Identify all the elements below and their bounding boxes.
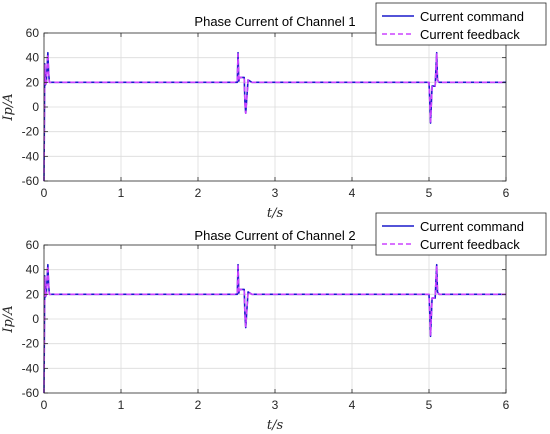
y-tick-label: 40 bbox=[26, 263, 40, 277]
x-tick-label: 1 bbox=[118, 398, 125, 412]
y-tick-label: 20 bbox=[26, 287, 40, 301]
y-tick-label: 60 bbox=[26, 26, 40, 40]
legend-label: Current command bbox=[420, 9, 524, 24]
legend-box bbox=[375, 2, 547, 46]
legend: Current command Current feedback bbox=[375, 2, 547, 46]
x-tick-label: 1 bbox=[118, 186, 125, 200]
series-line-command bbox=[43, 263, 506, 394]
chart-title: Phase Current of Channel 1 bbox=[194, 14, 355, 29]
legend-label: Current feedback bbox=[420, 27, 520, 42]
y-tick-label: 60 bbox=[26, 238, 40, 252]
x-tick-label: 6 bbox=[503, 398, 510, 412]
y-tick-label: -20 bbox=[22, 337, 40, 351]
legend-box bbox=[375, 212, 547, 256]
x-tick-label: 4 bbox=[349, 398, 356, 412]
x-tick-label: 4 bbox=[349, 186, 356, 200]
y-tick-label: 40 bbox=[26, 51, 40, 65]
y-tick-label: 20 bbox=[26, 75, 40, 89]
x-tick-label: 5 bbox=[426, 398, 433, 412]
x-tick-label: 0 bbox=[41, 186, 48, 200]
x-tick-label: 5 bbox=[426, 186, 433, 200]
x-axis-label: t/s bbox=[267, 418, 284, 433]
chart-panel-channel-1: 0 1 2 3 4 5 6 -60 -40 -20 0 20 40 60 Phase Current of … bbox=[1, 2, 547, 221]
legend: Current command Current feedback bbox=[375, 212, 547, 256]
x-axis-label: t/s bbox=[267, 206, 284, 221]
x-tick-label: 2 bbox=[195, 398, 202, 412]
x-tick-label: 3 bbox=[272, 186, 279, 200]
x-tick-label: 3 bbox=[272, 398, 279, 412]
legend-label: Current command bbox=[420, 219, 524, 234]
x-tick-label: 0 bbox=[41, 398, 48, 412]
y-tick-label: -60 bbox=[22, 174, 40, 188]
y-tick-label: -20 bbox=[22, 125, 40, 139]
chart-title: Phase Current of Channel 2 bbox=[194, 228, 355, 243]
y-tick-label: 0 bbox=[32, 312, 39, 326]
legend-label: Current feedback bbox=[420, 237, 520, 252]
x-tick-label: 6 bbox=[503, 186, 510, 200]
series-line-feedback bbox=[43, 53, 506, 182]
y-tick-label: -40 bbox=[22, 149, 40, 163]
x-tick-label: 2 bbox=[195, 186, 202, 200]
chart-panel-channel-2: 0 1 2 3 4 5 6 -60 -40 -20 0 20 40 60 Phase Current of … bbox=[1, 212, 547, 433]
y-axis-label: Ip/A bbox=[1, 93, 16, 121]
y-tick-label: -40 bbox=[22, 361, 40, 375]
y-tick-label: -60 bbox=[22, 386, 40, 400]
y-tick-label: 0 bbox=[32, 100, 39, 114]
y-axis-label: Ip/A bbox=[1, 305, 16, 333]
